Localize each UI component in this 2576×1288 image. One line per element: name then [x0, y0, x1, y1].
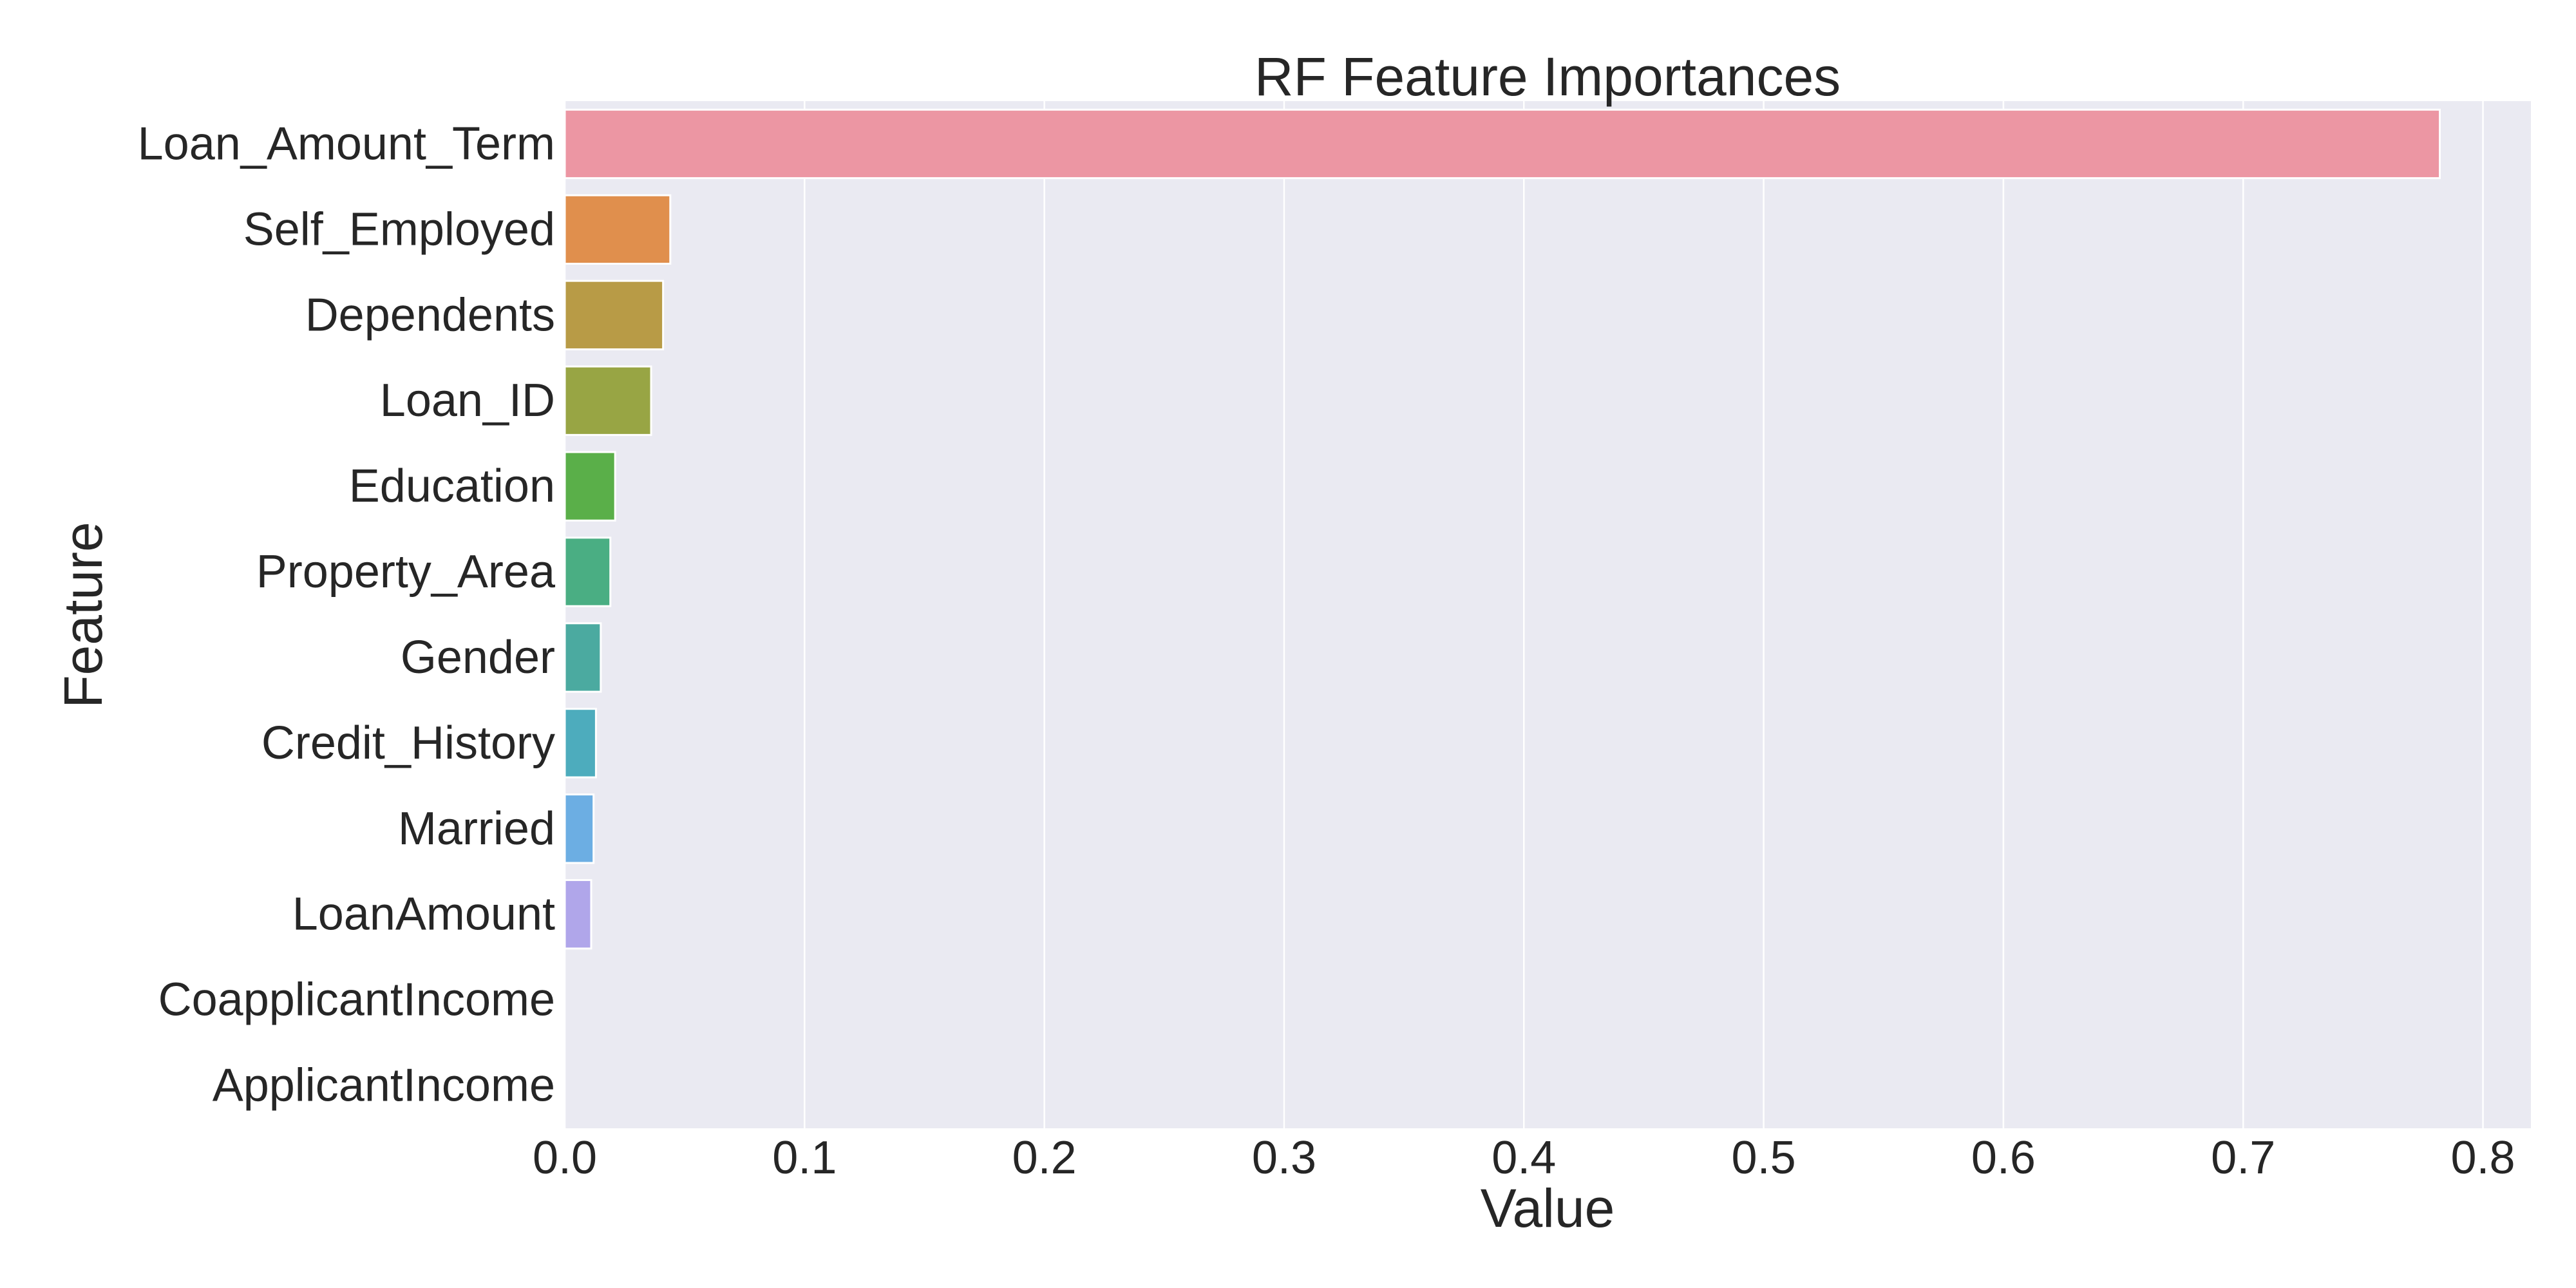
bars [564, 108, 2441, 950]
category-label-self-employed: Self_Employed [243, 204, 555, 255]
bar-credit-history [564, 708, 597, 779]
x-tick-label-1: 0.1 [772, 1132, 837, 1184]
category-label-property-area: Property_Area [256, 546, 556, 598]
x-tick-label-2: 0.2 [1012, 1132, 1077, 1184]
category-label-loan-id: Loan_ID [380, 375, 555, 426]
x-tick-label-8: 0.8 [2450, 1132, 2515, 1184]
category-labels: Loan_Amount_Term Self_Employed Dependents L… [138, 118, 556, 1111]
x-tick-label-6: 0.6 [1971, 1132, 2036, 1184]
bar-education [564, 451, 616, 522]
bar-dependents [564, 279, 665, 350]
x-tick-label-5: 0.5 [1732, 1132, 1796, 1184]
bar-property-area [564, 536, 612, 607]
y-axis-title: Feature [53, 522, 113, 708]
bar-gender [564, 622, 602, 693]
bar-self-employed [564, 194, 672, 265]
bar-loan-id [564, 365, 652, 436]
plot-area [565, 101, 2531, 1128]
category-label-loan-amount-term: Loan_Amount_Term [138, 118, 555, 169]
bar-loan-amount-term [564, 108, 2441, 180]
category-label-credit-history: Credit_History [261, 717, 555, 769]
x-axis-title: Value [1481, 1178, 1615, 1238]
x-tick-label-7: 0.7 [2211, 1132, 2275, 1184]
category-label-loanamount: LoanAmount [292, 889, 555, 940]
grid-lines [564, 101, 2484, 1128]
category-label-gender: Gender [401, 632, 555, 683]
x-tick-label-0: 0.0 [533, 1132, 597, 1184]
category-label-dependents: Dependents [305, 289, 555, 341]
category-label-applicantincome: ApplicantIncome [213, 1060, 555, 1112]
category-label-married: Married [398, 803, 555, 855]
x-tick-label-3: 0.3 [1252, 1132, 1316, 1184]
x-tick-labels: 0.0 0.1 0.2 0.3 0.4 0.5 0.6 0.7 0.8 [533, 1132, 2515, 1184]
chart-title: RF Feature Importances [1255, 46, 1841, 107]
category-label-education: Education [349, 460, 555, 512]
bar-married [564, 793, 595, 864]
category-label-coapplicantincome: CoapplicantIncome [158, 974, 555, 1026]
x-tick-label-4: 0.4 [1492, 1132, 1556, 1184]
bar-loanamount [564, 879, 592, 950]
